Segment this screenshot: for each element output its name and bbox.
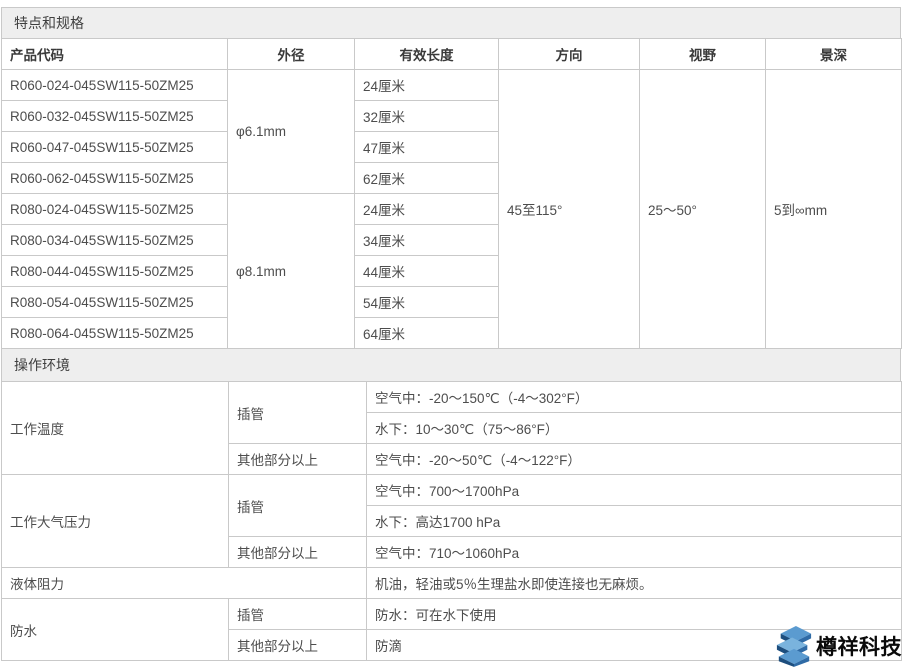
spec-row: R080-034-045SW115-50ZM25 34厘米 <box>1 224 902 256</box>
product-code-cell: R060-032-045SW115-50ZM25 <box>1 100 228 132</box>
product-code-cell: R080-064-045SW115-50ZM25 <box>1 317 228 349</box>
environment-table: 工作温度 插管 空气中：-20～150℃（-4～302°F） 水下：10～30℃… <box>1 381 902 661</box>
spec-row: R080-064-045SW115-50ZM25 64厘米 <box>1 317 902 349</box>
spec-row: R060-047-045SW115-50ZM25 47厘米 <box>1 131 902 163</box>
length-cell: 24厘米 <box>354 193 499 225</box>
depth-of-field-cell: 5到∞mm <box>765 69 902 349</box>
diameter-cell: φ6.1mm <box>227 69 355 194</box>
diameter-cell: φ8.1mm <box>227 193 355 349</box>
length-cell: 34厘米 <box>354 224 499 256</box>
env-label-waterproof: 防水 <box>1 598 229 661</box>
env-label-pressure: 工作大气压力 <box>1 474 229 568</box>
length-cell: 24厘米 <box>354 69 499 101</box>
product-code-cell: R060-024-045SW115-50ZM25 <box>1 69 228 101</box>
env-value-pressure-air-other: 空气中：710～1060hPa <box>366 536 902 568</box>
length-cell: 47厘米 <box>354 131 499 163</box>
col-header-effective-length: 有效长度 <box>354 38 499 70</box>
spec-row: R080-024-045SW115-50ZM25 φ8.1mm 24厘米 <box>1 193 902 349</box>
env-row: 工作大气压力 插管 空气中：700～1700hPa <box>1 474 902 568</box>
env-label-temperature: 工作温度 <box>1 381 229 475</box>
product-code-cell: R060-062-045SW115-50ZM25 <box>1 162 228 194</box>
env-row: 液体阻力 机油，轻油或5％生理盐水即使连接也无麻烦。 <box>1 567 902 599</box>
product-code-cell: R080-034-045SW115-50ZM25 <box>1 224 228 256</box>
company-logo-text: 樽祥科技 <box>816 636 902 659</box>
length-cell: 62厘米 <box>354 162 499 194</box>
product-code-cell: R080-024-045SW115-50ZM25 <box>1 193 228 225</box>
product-code-cell: R080-044-045SW115-50ZM25 <box>1 255 228 287</box>
env-sublabel-other-parts: 其他部分以上 <box>228 536 367 568</box>
spec-row: R080-044-045SW115-50ZM25 44厘米 <box>1 255 902 287</box>
env-row: 工作温度 插管 空气中：-20～150℃（-4～302°F） <box>1 381 902 475</box>
length-cell: 54厘米 <box>354 286 499 318</box>
section-header-features: 特点和规格 <box>1 7 901 38</box>
env-sublabel-insertion-tube: 插管 <box>228 474 367 537</box>
env-value-temp-underwater: 水下：10～30℃（75～86°F） <box>366 412 902 444</box>
spec-page: 特点和规格 产品代码 外径 有效长度 方向 视野 景深 R060-024-045… <box>1 7 902 661</box>
env-sublabel-insertion-tube: 插管 <box>228 381 367 444</box>
col-header-depth-of-field: 景深 <box>765 38 902 70</box>
product-code-cell: R060-047-045SW115-50ZM25 <box>1 131 228 163</box>
col-header-direction: 方向 <box>498 38 640 70</box>
env-sublabel-other-parts: 其他部分以上 <box>228 629 367 661</box>
col-header-product-code: 产品代码 <box>1 38 228 70</box>
field-of-view-cell: 25～50° <box>639 69 766 349</box>
env-value-liquid-resistance: 机油，轻油或5％生理盐水即使连接也无麻烦。 <box>366 567 902 599</box>
env-row: 其他部分以上 防滴 <box>2 629 902 661</box>
length-cell: 32厘米 <box>354 100 499 132</box>
length-cell: 44厘米 <box>354 255 499 287</box>
env-row: 其他部分以上 空气中：-20～50℃（-4～122°F） <box>2 443 902 475</box>
blue-stack-logo-icon <box>775 625 813 667</box>
spec-row: R080-054-045SW115-50ZM25 54厘米 <box>1 286 902 318</box>
spec-header-row: 产品代码 外径 有效长度 方向 视野 景深 <box>1 38 902 70</box>
env-value-waterproof-insertion: 防水：可在水下使用 <box>366 598 902 630</box>
env-sublabel-other-parts: 其他部分以上 <box>228 443 367 475</box>
env-value-pressure-air-insertion: 空气中：700～1700hPa <box>366 474 902 506</box>
direction-cell: 45至115° <box>498 69 640 349</box>
env-row: 防水 插管 防水：可在水下使用 <box>1 598 902 661</box>
spec-row: R060-024-045SW115-50ZM25 φ6.1mm 24厘米 45至… <box>1 69 902 349</box>
col-header-outer-diameter: 外径 <box>227 38 355 70</box>
company-logo: 樽祥科技 <box>775 625 902 667</box>
spec-table: 产品代码 外径 有效长度 方向 视野 景深 R060-024-045SW115-… <box>1 38 902 349</box>
product-code-cell: R080-054-045SW115-50ZM25 <box>1 286 228 318</box>
env-value-waterproof-other: 防滴 <box>366 629 902 661</box>
env-value-temp-air-other: 空气中：-20～50℃（-4～122°F） <box>366 443 902 475</box>
env-sublabel-insertion-tube: 插管 <box>228 598 367 630</box>
env-label-liquid-resistance: 液体阻力 <box>1 567 367 599</box>
length-cell: 64厘米 <box>354 317 499 349</box>
env-row: 水下：高达1700 hPa <box>2 505 902 537</box>
spec-row: R060-062-045SW115-50ZM25 62厘米 <box>1 162 902 194</box>
env-value-pressure-underwater: 水下：高达1700 hPa <box>366 505 902 537</box>
spec-row: R060-032-045SW115-50ZM25 32厘米 <box>1 100 902 132</box>
env-value-temp-air-insertion: 空气中：-20～150℃（-4～302°F） <box>366 381 902 413</box>
section-header-environment: 操作环境 <box>1 349 901 381</box>
col-header-field-of-view: 视野 <box>639 38 766 70</box>
